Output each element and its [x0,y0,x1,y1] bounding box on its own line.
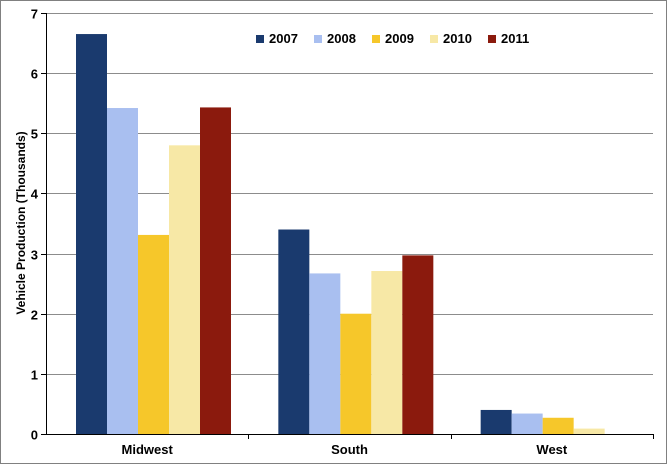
x-tick-label-south: South [331,442,368,457]
bar-midwest-2011 [200,107,231,434]
y-tick-label: 7 [31,7,38,22]
bar-south-2008 [309,273,341,434]
bar-west-2009 [542,417,574,434]
bars [76,34,605,435]
legend-label-2011: 2011 [501,31,529,46]
x-tick-label-midwest: Midwest [122,442,174,457]
legend-label-2010: 2010 [443,31,472,46]
x-tick-labels: Midwest South West [122,442,568,457]
bar-south-2007 [278,229,310,434]
legend-label-2009: 2009 [385,31,414,46]
legend: 2007 2008 2009 2010 2011 [256,31,529,46]
legend-label-2007: 2007 [269,31,298,46]
legend-label-2008: 2008 [327,31,356,46]
bar-west-2008 [511,413,543,434]
legend-swatch-2008 [314,35,322,43]
bar-midwest-2009 [138,234,169,434]
bar-midwest-2008 [107,108,138,435]
x-tick-label-west: West [536,442,567,457]
legend-swatch-2010 [430,35,438,43]
bar-west-2010 [573,428,605,434]
bar-south-2011 [402,255,434,434]
y-tick-label: 3 [31,248,38,263]
y-tick-label: 5 [31,127,38,142]
y-tick-label: 0 [31,428,38,443]
bar-south-2010 [371,271,403,434]
bar-midwest-2007 [76,34,107,435]
y-axis-title: Vehicle Production (Thousands) [14,131,28,314]
legend-swatch-2009 [372,35,380,43]
y-tick-label: 4 [31,187,39,202]
axes [41,13,654,439]
bar-south-2009 [340,313,372,434]
legend-swatch-2007 [256,35,264,43]
bar-west-2007 [480,409,512,434]
legend-swatch-2011 [488,35,496,43]
bar-midwest-2010 [169,145,200,435]
y-tick-label: 2 [31,308,38,323]
y-tick-label: 6 [31,67,38,82]
y-tick-labels: 0 1 2 3 4 5 6 7 [31,7,39,443]
y-tick-label: 1 [31,368,38,383]
